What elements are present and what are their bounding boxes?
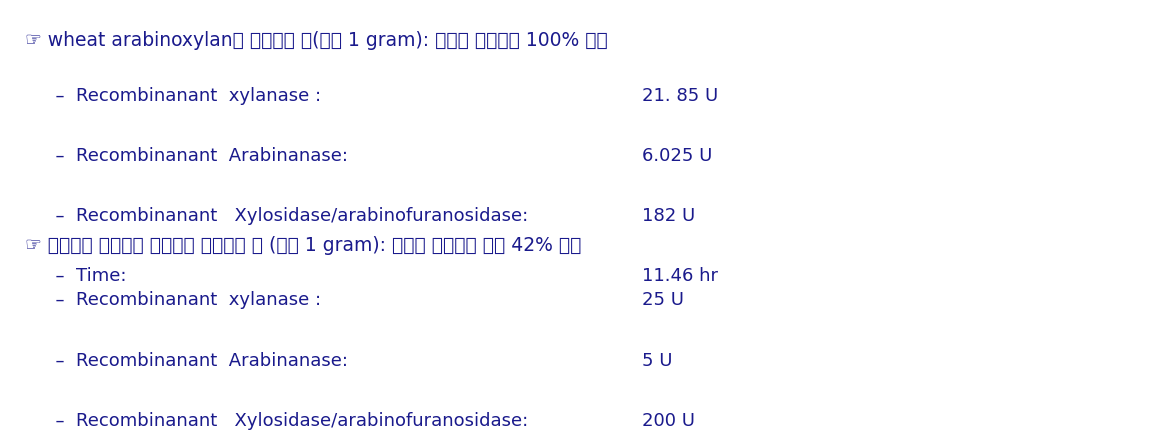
Text: 200 U: 200 U [642,412,695,429]
Text: –  Recombinanant  xylanase :: – Recombinanant xylanase : [44,87,322,105]
Text: 21. 85 U: 21. 85 U [642,87,718,105]
Text: 6.025 U: 6.025 U [642,147,713,165]
Text: –  Time:: – Time: [44,267,126,285]
Text: 5 U: 5 U [642,352,672,369]
Text: –  Recombinanant   Xylosidase/arabinofuranosidase:: – Recombinanant Xylosidase/arabinofurano… [44,412,529,429]
Text: 11.46 hr: 11.46 hr [642,267,718,285]
Text: 182 U: 182 U [642,207,695,225]
Text: 25 U: 25 U [642,291,684,309]
Text: –  Recombinanant  Arabinanase:: – Recombinanant Arabinanase: [44,352,348,369]
Text: –  Recombinanant  Arabinanase:: – Recombinanant Arabinanase: [44,147,348,165]
Text: –  Recombinanant  xylanase :: – Recombinanant xylanase : [44,291,322,309]
Text: –  Recombinanant   Xylosidase/arabinofuranosidase:: – Recombinanant Xylosidase/arabinofurano… [44,207,529,225]
Text: ☞ 암모니아 전처리된 보릿짚을 사용했을 때 (기질 1 gram): 다음의 조건에서 최대 42% 당화: ☞ 암모니아 전처리된 보릿짚을 사용했을 때 (기질 1 gram): 다음의… [25,236,582,255]
Text: ☞ wheat arabinoxylan을 사용했을 때(기질 1 gram): 다음의 조건에서 100% 당화: ☞ wheat arabinoxylan을 사용했을 때(기질 1 gram):… [25,31,609,50]
